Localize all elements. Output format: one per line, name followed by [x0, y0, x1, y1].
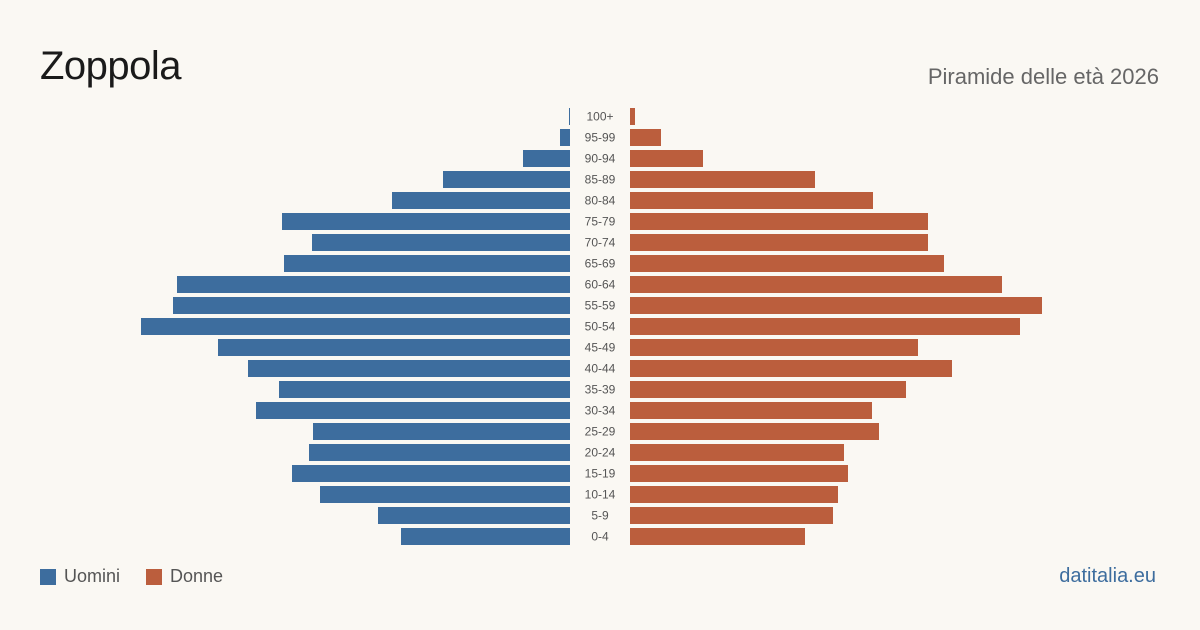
bar-men-20-24 — [309, 444, 570, 461]
age-label-60-64: 60-64 — [585, 278, 616, 292]
bar-women-40-44 — [630, 360, 952, 377]
bar-men-70-74 — [312, 234, 570, 251]
bar-men-85-89 — [443, 171, 570, 188]
bar-women-30-34 — [630, 402, 872, 419]
age-label-100plus: 100+ — [586, 110, 613, 124]
age-label-70-74: 70-74 — [585, 236, 616, 250]
bar-women-90-94 — [630, 150, 703, 167]
bar-men-5-9 — [378, 507, 570, 524]
bar-women-85-89 — [630, 171, 815, 188]
bar-men-40-44 — [248, 360, 570, 377]
bar-women-50-54 — [630, 318, 1020, 335]
bar-women-60-64 — [630, 276, 1002, 293]
bar-women-55-59 — [630, 297, 1042, 314]
chart-subtitle: Piramide delle età 2026 — [927, 64, 1159, 89]
bar-women-5-9 — [630, 507, 833, 524]
age-label-55-59: 55-59 — [585, 299, 616, 313]
bar-women-80-84 — [630, 192, 873, 209]
bar-men-30-34 — [256, 402, 570, 419]
legend-label-women: Donne — [170, 566, 224, 586]
age-label-5-9: 5-9 — [591, 509, 609, 523]
bar-women-0-4 — [630, 528, 805, 545]
bar-women-35-39 — [630, 381, 906, 398]
bar-men-95-99 — [560, 129, 570, 146]
bar-women-15-19 — [630, 465, 848, 482]
bar-men-90-94 — [523, 150, 570, 167]
bar-men-15-19 — [292, 465, 570, 482]
bar-men-50-54 — [141, 318, 570, 335]
bar-men-55-59 — [173, 297, 570, 314]
age-label-20-24: 20-24 — [585, 446, 616, 460]
bar-men-100plus — [569, 108, 570, 125]
age-label-85-89: 85-89 — [585, 173, 616, 187]
age-label-30-34: 30-34 — [585, 404, 616, 418]
legend-item-women: Donne — [146, 566, 223, 587]
bar-women-25-29 — [630, 423, 879, 440]
legend-item-men: Uomini — [40, 566, 120, 587]
age-label-45-49: 45-49 — [585, 341, 616, 355]
age-label-35-39: 35-39 — [585, 383, 616, 397]
bar-men-65-69 — [284, 255, 570, 272]
bar-men-80-84 — [392, 192, 570, 209]
bar-men-45-49 — [218, 339, 570, 356]
legend-swatch-men — [40, 568, 56, 585]
age-label-90-94: 90-94 — [585, 152, 616, 166]
page-title: Zoppola — [40, 44, 182, 88]
bar-men-0-4 — [401, 528, 570, 545]
age-label-40-44: 40-44 — [585, 362, 616, 376]
bar-women-20-24 — [630, 444, 844, 461]
age-label-75-79: 75-79 — [585, 215, 616, 229]
bar-women-95-99 — [630, 129, 661, 146]
legend-swatch-women — [146, 568, 163, 585]
age-label-50-54: 50-54 — [585, 320, 616, 334]
age-label-10-14: 10-14 — [585, 488, 616, 502]
age-label-80-84: 80-84 — [585, 194, 616, 208]
bar-women-100plus — [630, 108, 635, 125]
source-link[interactable]: datitalia.eu — [1059, 565, 1156, 587]
bar-women-75-79 — [630, 213, 928, 230]
age-label-15-19: 15-19 — [585, 467, 616, 481]
bar-men-75-79 — [282, 213, 570, 230]
age-label-25-29: 25-29 — [585, 425, 616, 439]
age-label-65-69: 65-69 — [585, 257, 616, 271]
bar-men-60-64 — [177, 276, 570, 293]
age-label-95-99: 95-99 — [585, 131, 616, 145]
age-label-0-4: 0-4 — [591, 530, 609, 544]
bar-men-35-39 — [279, 381, 570, 398]
bar-women-10-14 — [630, 486, 838, 503]
bar-women-65-69 — [630, 255, 944, 272]
legend-label-men: Uomini — [64, 566, 121, 586]
bar-men-25-29 — [313, 423, 570, 440]
bar-women-70-74 — [630, 234, 928, 251]
chart-legend: Uomini Donne — [40, 566, 249, 587]
bar-men-10-14 — [320, 486, 570, 503]
bar-women-45-49 — [630, 339, 918, 356]
